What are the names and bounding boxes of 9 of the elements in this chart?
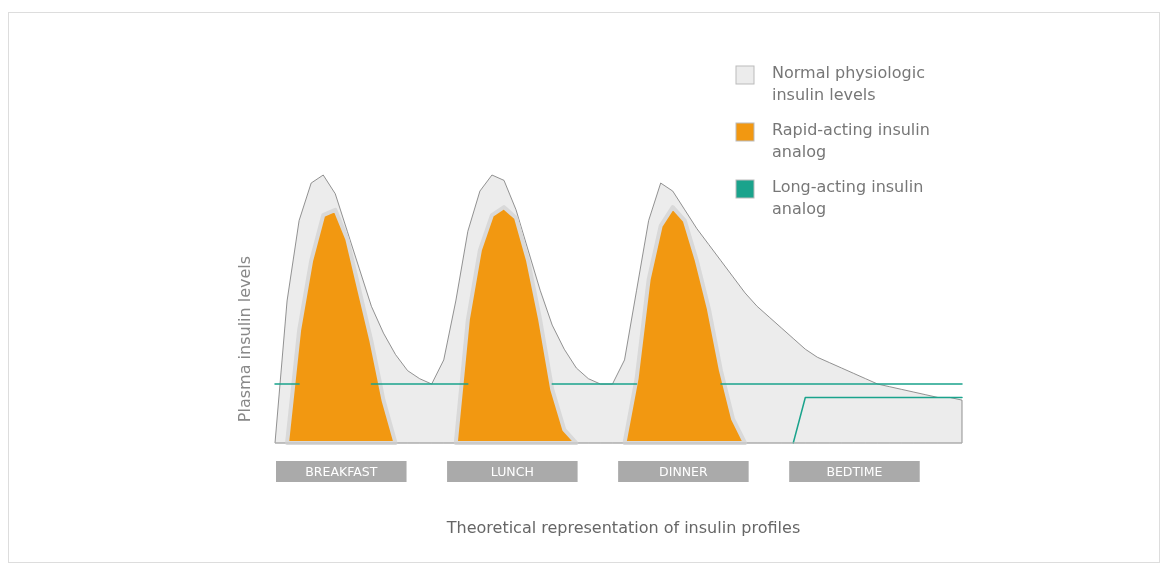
text: BEDTIME [826, 464, 883, 479]
x-axis-title: Theoretical representation of insulin profiles [445, 518, 801, 537]
legend-label: Rapid-acting insulin analog [772, 120, 930, 161]
legend-label: Normal physiologic insulin levels [772, 63, 925, 104]
text: DINNER [659, 464, 708, 479]
text: LUNCH [490, 464, 534, 479]
legend-label: Long-acting insulin analog [772, 177, 924, 218]
y-axis-title: Plasma insulin levels [235, 255, 254, 423]
text: BREAKFAST [305, 464, 378, 479]
